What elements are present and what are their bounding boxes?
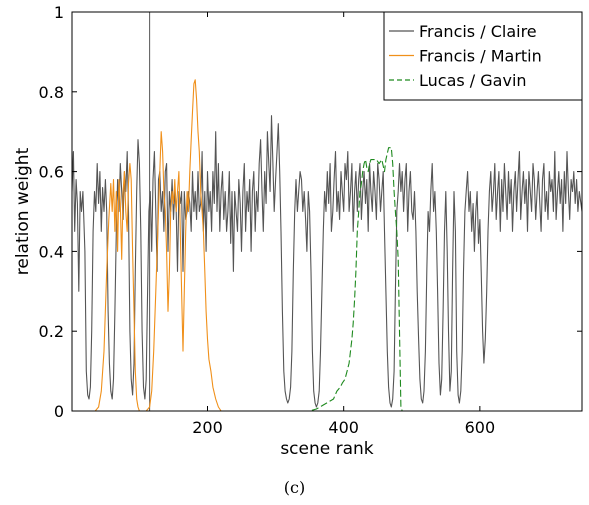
legend-label: Francis / Claire	[419, 22, 537, 41]
series-line-1	[72, 115, 582, 408]
series-line-2	[72, 79, 582, 411]
y-tick-label: 0	[54, 402, 64, 421]
y-tick-label: 0.8	[39, 83, 64, 102]
y-tick-label: 0.6	[39, 163, 64, 182]
legend-label: Lucas / Gavin	[419, 71, 527, 90]
x-axis-label: scene rank	[280, 439, 373, 459]
legend-label: Francis / Martin	[419, 47, 542, 66]
y-tick-label: 0.4	[39, 242, 64, 261]
axes: 0 0.2 0.4 0.6 0.8 1 200 400 600	[39, 3, 583, 437]
legend-box	[383, 11, 583, 101]
x-tick-label: 600	[465, 418, 496, 437]
y-tick-label: 1	[54, 3, 64, 22]
y-tick-label: 0.2	[39, 322, 64, 341]
legend: Francis / Claire Francis / Martin Lucas / …	[383, 11, 583, 101]
plot-frame	[71, 11, 583, 412]
x-tick-label: 200	[192, 418, 223, 437]
y-axis-label: relation weight	[13, 147, 33, 275]
figure-caption: (c)	[283, 478, 306, 497]
line-chart: 0 0.2 0.4 0.6 0.8 1 200 400 600 scene rank relat…	[13, 3, 583, 459]
plot-area	[72, 12, 582, 411]
series-line-3	[72, 147, 582, 411]
x-tick-label: 400	[328, 418, 359, 437]
